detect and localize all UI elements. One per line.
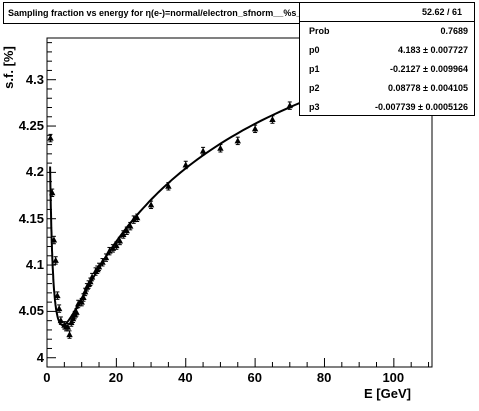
y-tick-label: 4.2	[25, 164, 44, 180]
chart-title: Sampling fraction vs energy for η(e-)=no…	[3, 2, 377, 24]
fit-stat-key: Prob	[309, 26, 330, 36]
fit-stat-row: Prob 0.7689	[300, 22, 474, 41]
data-point	[73, 308, 80, 317]
data-point	[182, 160, 189, 170]
data-point	[47, 133, 54, 143]
fit-stats-box: 52.62 / 61 Prob 0.7689 p0 4.183 ± 0.007727 p…	[299, 2, 475, 116]
fit-stat-row: p0 4.183 ± 0.007727	[300, 41, 474, 60]
y-axis-title: s.f. [%]	[0, 46, 16, 89]
data-point	[75, 299, 82, 309]
fit-stat-value: 0.7689	[440, 26, 468, 36]
data-point	[234, 136, 241, 146]
data-point	[66, 330, 73, 339]
plot-frame	[46, 37, 433, 368]
y-tick-label: 4.25	[18, 118, 44, 134]
y-tick-label: 4.1	[25, 257, 44, 273]
fit-curve	[49, 100, 303, 326]
data-points	[47, 101, 293, 339]
fit-stat-row: p1 -0.2127 ± 0.009964	[300, 60, 474, 79]
x-axis-ticks	[46, 358, 430, 367]
fit-stat-row: p2 0.08778 ± 0.004105	[300, 79, 474, 98]
fit-stat-row: p3 -0.007739 ± 0.0005126	[300, 98, 474, 117]
data-point	[127, 221, 134, 231]
x-tick-label: 40	[178, 370, 193, 385]
data-point	[251, 124, 259, 134]
y-tick-label: 4.15	[18, 210, 44, 226]
data-point	[269, 115, 276, 124]
data-point	[52, 256, 59, 265]
x-tick-label: 20	[108, 370, 124, 385]
data-point	[116, 236, 124, 246]
data-point	[165, 182, 172, 191]
data-point	[130, 215, 137, 224]
fit-stat-value: -0.007739 ± 0.0005126	[374, 102, 468, 112]
data-point	[133, 213, 141, 222]
data-point	[55, 304, 63, 313]
fit-stat-value: 4.183 ± 0.007727	[397, 45, 468, 55]
y-tick-label: 4.3	[25, 71, 44, 87]
x-tick-label: 60	[247, 370, 262, 385]
fit-stat-key: p0	[309, 45, 320, 55]
fit-stat-key: p1	[309, 64, 320, 74]
data-point	[102, 253, 110, 262]
x-tick-label: 0	[43, 370, 51, 385]
data-point	[147, 200, 155, 210]
data-point	[217, 144, 224, 153]
x-tick-label: 100	[382, 370, 405, 385]
data-point	[286, 101, 293, 110]
data-point	[49, 188, 56, 197]
fit-stat-value: -0.2127 ± 0.009964	[389, 64, 468, 74]
data-point	[54, 291, 61, 300]
data-point	[120, 230, 127, 239]
chi2-ndf-value: 52.62 / 61	[300, 3, 474, 22]
data-point	[50, 235, 58, 245]
data-point	[199, 146, 207, 156]
y-tick-label: 4.05	[18, 303, 44, 319]
x-axis-title: E [GeV]	[364, 386, 411, 401]
y-tick-label: 4	[36, 349, 44, 365]
fit-stat-key: p3	[309, 102, 320, 112]
fit-stat-key: p2	[309, 83, 320, 93]
fit-stats-rows: Prob 0.7689 p0 4.183 ± 0.007727 p1 -0.2127 ± …	[300, 22, 474, 117]
fit-stat-value: 0.08778 ± 0.004105	[387, 83, 468, 93]
x-tick-label: 80	[316, 370, 332, 385]
